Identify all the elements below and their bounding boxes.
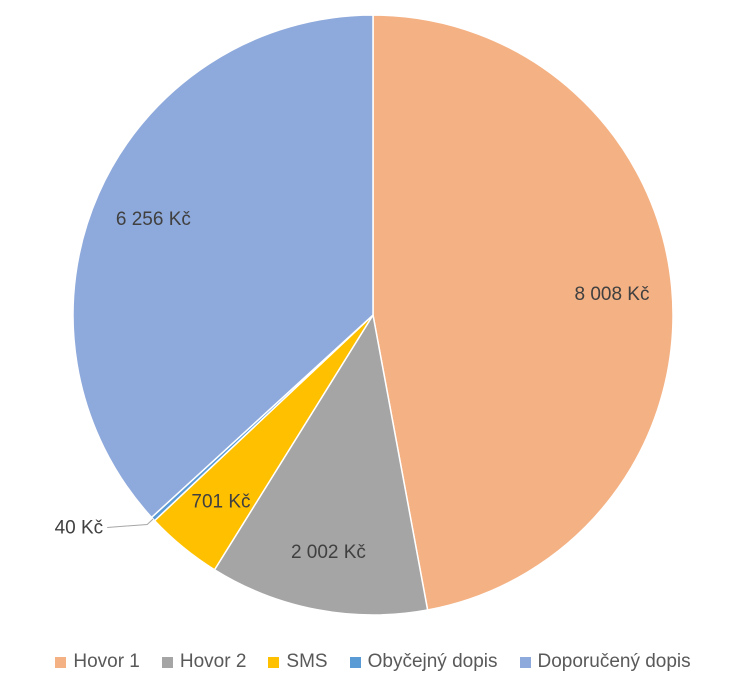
legend-label-sms: SMS xyxy=(286,651,328,672)
legend-item-hovor-2: Hovor 2 xyxy=(161,651,247,673)
data-label-doporuceny-dopis: 6 256 Kč xyxy=(116,209,191,230)
leader-line-obycejny-dopis xyxy=(107,518,154,528)
legend-item-sms: SMS xyxy=(268,651,328,673)
legend-label-hovor-1: Hovor 1 xyxy=(73,651,140,672)
data-labels: 8 008 Kč 2 002 Kč 701 Kč 40 Kč 6 256 Kč xyxy=(55,209,650,563)
legend-swatch-hovor-2 xyxy=(161,656,173,668)
legend-item-hovor-1: Hovor 1 xyxy=(55,651,140,673)
legend-swatch-hovor-1 xyxy=(55,656,67,668)
pie-slice-doporuceny-dopis xyxy=(72,14,374,519)
legend-label-doporuceny-dopis: Doporučený dopis xyxy=(537,651,691,672)
legend-swatch-sms xyxy=(268,656,280,668)
legend-label-hovor-2: Hovor 2 xyxy=(179,651,247,672)
legend-label-obycejny-dopis: Obyčejný dopis xyxy=(367,651,498,672)
legend: Hovor 1 Hovor 2 SMS Obyčejný dopis Doporučen… xyxy=(0,650,746,674)
pie-slice-hovor-1 xyxy=(372,14,674,611)
pie-chart: 8 008 Kč 2 002 Kč 701 Kč 40 Kč 6 256 Kč xyxy=(55,14,674,616)
legend-swatch-obycejny-dopis xyxy=(349,656,361,668)
pie-slice-hovor-2 xyxy=(213,312,429,616)
legend-swatch-doporuceny-dopis xyxy=(519,656,531,668)
data-label-hovor-2: 2 002 Kč xyxy=(291,542,366,563)
data-label-hovor-1: 8 008 Kč xyxy=(574,284,649,305)
pie-slices xyxy=(72,14,674,616)
leader-lines xyxy=(107,518,154,528)
legend-item-obycejny-dopis: Obyčejný dopis xyxy=(349,651,498,673)
data-label-obycejny-dopis: 40 Kč xyxy=(55,517,104,538)
legend-item-doporuceny-dopis: Doporučený dopis xyxy=(519,651,691,673)
data-label-sms: 701 Kč xyxy=(191,492,250,513)
